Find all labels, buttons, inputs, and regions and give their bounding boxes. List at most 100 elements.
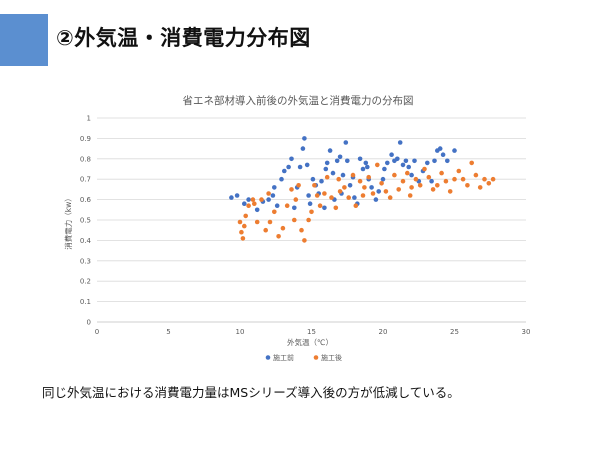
scatter-point <box>259 197 264 202</box>
scatter-point <box>373 197 379 202</box>
scatter-point <box>452 148 457 153</box>
scatter-point <box>234 193 240 198</box>
scatter-point <box>409 172 414 178</box>
scatter-point <box>375 162 380 168</box>
y-tick-label: 0 <box>87 319 91 327</box>
scatter-point <box>432 158 437 164</box>
scatter-point <box>322 205 327 211</box>
scatter-point <box>469 160 475 166</box>
scatter-point <box>297 164 303 170</box>
scatter-point <box>323 166 329 172</box>
scatter-point <box>263 227 269 233</box>
scatter-point <box>337 189 343 194</box>
scatter-point <box>266 197 271 202</box>
scatter-point <box>336 176 342 182</box>
x-tick-label: 25 <box>450 328 459 336</box>
axes: 00.10.20.30.40.50.60.70.80.910 5 10 15 20 25 3… <box>80 115 531 337</box>
scatter-point <box>242 201 247 206</box>
scatter-point <box>409 185 414 190</box>
scatter-point <box>437 146 443 151</box>
scatter-point <box>299 227 304 233</box>
scatter-point <box>422 166 427 172</box>
scatter-point <box>465 183 470 188</box>
scatter-point <box>396 187 402 192</box>
scatter-point <box>237 219 243 225</box>
scatter-point <box>330 170 336 176</box>
scatter-point <box>240 236 246 241</box>
scatter-point <box>333 205 339 211</box>
scatter-point <box>304 162 310 168</box>
scatter-point <box>392 172 397 178</box>
scatter-point <box>274 203 280 208</box>
scatter-point <box>412 158 417 164</box>
scatter-point <box>284 203 290 208</box>
scatter-point <box>250 197 256 202</box>
scatter-point <box>363 160 369 166</box>
scatter-point <box>357 156 363 162</box>
scatter-point <box>417 183 423 188</box>
scatter-point <box>272 209 277 215</box>
x-tick-label: 5 <box>166 328 170 336</box>
scatter-point <box>395 156 400 162</box>
x-tick-label: 15 <box>307 328 316 336</box>
scatter-point <box>243 213 248 219</box>
scatter-point <box>296 183 301 188</box>
scatter-point <box>272 185 277 190</box>
scatter-point <box>425 160 430 166</box>
data-points <box>229 136 496 243</box>
scatter-point <box>440 152 446 157</box>
scatter-point <box>293 197 299 202</box>
scatter-point <box>403 158 409 164</box>
y-tick-label: 0.8 <box>80 155 91 163</box>
scatter-point <box>385 160 390 166</box>
scatter-point <box>482 176 487 182</box>
scatter-point <box>387 195 393 200</box>
x-tick-label: 20 <box>379 328 388 336</box>
scatter-point <box>306 217 311 223</box>
scatter-point <box>280 225 286 231</box>
x-tick-label: 10 <box>236 328 245 336</box>
scatter-point <box>327 148 333 153</box>
scatter-point <box>342 185 347 190</box>
y-tick-label: 0.5 <box>80 217 91 225</box>
scatter-point <box>460 176 466 182</box>
scatter-point <box>452 176 457 182</box>
legend: 施工前 施工後 <box>265 353 342 362</box>
scatter-point <box>252 201 257 206</box>
legend-marker <box>265 355 271 360</box>
slide-footnote: 同じ外気温における消費電力量はMSシリーズ導入後の方が低減している。 <box>42 385 460 400</box>
scatter-point <box>289 187 294 192</box>
scatter-point <box>314 193 320 198</box>
scatter-point <box>347 183 353 188</box>
scatter-point <box>254 207 260 213</box>
scatter-point <box>413 176 419 182</box>
scatter-point <box>406 164 412 170</box>
gridlines <box>97 117 526 323</box>
scatter-point <box>382 166 387 172</box>
scatter-point <box>426 174 432 180</box>
scatter-point <box>266 191 271 196</box>
scatter-point <box>302 136 307 141</box>
scatter-point <box>397 140 403 145</box>
scatter-point <box>362 185 367 190</box>
scatter-point <box>246 203 251 208</box>
series-2-points <box>237 160 496 243</box>
y-tick-label: 0.9 <box>80 135 91 143</box>
scatter-point <box>360 166 366 172</box>
scatter-point <box>477 185 483 190</box>
scatter-point <box>353 203 359 208</box>
scatter-point <box>407 193 413 198</box>
y-tick-label: 0.7 <box>80 176 91 184</box>
scatter-point <box>352 195 357 200</box>
y-tick-label: 1 <box>87 115 91 123</box>
x-tick-label: 0 <box>95 328 99 336</box>
legend-label: 施工前 <box>273 353 294 362</box>
scatter-point <box>380 176 386 182</box>
scatter-point <box>383 189 389 194</box>
scatter-point <box>246 197 251 202</box>
title-accent-block <box>0 14 48 66</box>
scatter-point <box>229 195 234 200</box>
scatter-point <box>400 178 406 184</box>
scatter-point <box>445 158 450 164</box>
